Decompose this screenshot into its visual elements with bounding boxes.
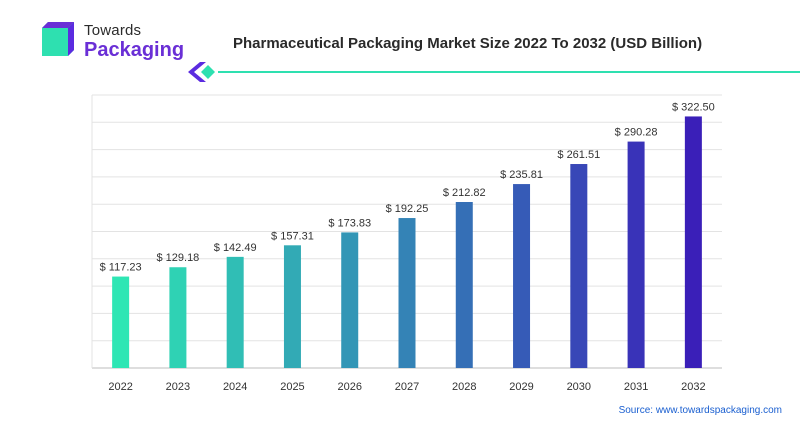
brand-logo: Towards Packaging xyxy=(40,20,200,64)
value-label-2024: $ 142.49 xyxy=(214,242,257,254)
x-tick-2024: 2024 xyxy=(223,381,247,393)
title-divider xyxy=(188,62,800,82)
value-label-2030: $ 261.51 xyxy=(557,149,600,161)
bar-2032 xyxy=(684,116,702,368)
value-label-2029: $ 235.81 xyxy=(500,169,543,181)
value-label-2022: $ 117.23 xyxy=(100,262,142,274)
bar-2029 xyxy=(513,184,531,368)
value-label-2025: $ 157.31 xyxy=(271,230,314,242)
x-tick-2022: 2022 xyxy=(108,381,132,393)
bar-2027 xyxy=(398,218,416,368)
x-tick-2029: 2029 xyxy=(509,381,533,393)
chart-title: Pharmaceutical Packaging Market Size 202… xyxy=(233,35,703,52)
value-label-2028: $ 212.82 xyxy=(443,187,486,199)
x-tick-2023: 2023 xyxy=(166,381,190,393)
logo-text-top: Towards xyxy=(84,22,142,39)
bar-2024 xyxy=(226,256,244,368)
bar-2028 xyxy=(455,202,473,368)
value-label-2031: $ 290.28 xyxy=(615,127,658,139)
bar-2031 xyxy=(627,141,645,368)
bar-2023 xyxy=(169,267,187,368)
bars xyxy=(112,116,702,368)
logo-text-bottom: Packaging xyxy=(84,39,185,61)
value-label-2026: $ 173.83 xyxy=(328,217,371,229)
bar-2025 xyxy=(283,245,301,368)
bar-2022 xyxy=(112,276,130,368)
value-label-2032: $ 322.50 xyxy=(672,101,715,113)
value-labels: $ 117.23 $ 129.18 $ 142.49 $ 157.31 $ 173.83… xyxy=(100,101,715,273)
value-label-2023: $ 129.18 xyxy=(156,252,199,264)
x-tick-labels: 2022 2023 2024 2025 2026 2027 2028 2029 2030 2031… xyxy=(108,381,705,393)
x-tick-2028: 2028 xyxy=(452,381,476,393)
x-tick-2032: 2032 xyxy=(681,381,705,393)
x-tick-2026: 2026 xyxy=(337,381,361,393)
source-text: Source: www.towardspackaging.com xyxy=(618,405,782,416)
x-tick-2031: 2031 xyxy=(624,381,648,393)
divider-chevron-icon xyxy=(188,62,206,82)
value-label-2027: $ 192.25 xyxy=(386,203,429,215)
bar-2026 xyxy=(341,232,359,368)
logo-cube-icon xyxy=(42,22,74,56)
bar-2030 xyxy=(570,164,588,368)
x-tick-2027: 2027 xyxy=(395,381,419,393)
x-tick-2030: 2030 xyxy=(567,381,591,393)
bar-chart: $ 117.23 $ 129.18 $ 142.49 $ 157.31 $ 173.83… xyxy=(91,94,722,393)
x-tick-2025: 2025 xyxy=(280,381,304,393)
